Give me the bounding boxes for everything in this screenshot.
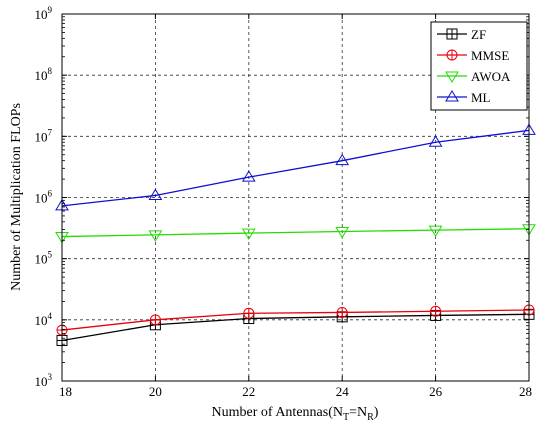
y-tick-label: 108 xyxy=(35,66,53,83)
data-point-mmse xyxy=(243,307,255,319)
marker-triangle xyxy=(148,230,163,242)
legend-item-mmse: MMSE xyxy=(437,48,509,63)
x-tick-label: 18 xyxy=(59,384,72,399)
legend-marker-ml xyxy=(445,90,459,102)
series-line-mmse xyxy=(61,309,530,331)
legend-label-awoa: AWOA xyxy=(471,69,511,84)
data-point-ml xyxy=(241,170,256,182)
marker-triangle xyxy=(428,135,443,147)
y-tick-label: 103 xyxy=(35,372,53,389)
legend-marker-zf xyxy=(446,28,458,40)
x-axis-label: Number of Antennas(NT=NR) xyxy=(212,405,379,423)
y-tick-label: 104 xyxy=(35,311,53,328)
x-tick-label: 22 xyxy=(242,384,255,399)
y-tick-label: 106 xyxy=(35,189,53,206)
marker-triangle xyxy=(241,170,256,182)
data-point-ml xyxy=(428,135,443,147)
x-tick-label: 28 xyxy=(519,384,532,399)
series-line-awoa xyxy=(61,228,530,238)
axis-ticks: 18 20 22 24 26 28 103 104 105 106 107 108 109 xyxy=(35,5,533,399)
y-axis-label: Number of Multiplication FLOPs xyxy=(9,103,24,291)
marker-triangle xyxy=(335,153,350,166)
legend-item-awoa: AWOA xyxy=(437,69,511,84)
x-tick-label: 20 xyxy=(149,384,162,399)
series-line-zf xyxy=(61,313,530,342)
data-point-mmse xyxy=(430,305,442,317)
x-tick-label: 26 xyxy=(429,384,443,399)
x-tick-label: 24 xyxy=(336,384,350,399)
data-point-awoa xyxy=(241,228,256,241)
y-tick-label: 109 xyxy=(35,5,53,22)
marker-triangle xyxy=(428,225,443,238)
data-point-awoa xyxy=(335,227,350,239)
y-tick-label: 105 xyxy=(35,250,53,267)
data-point-mmse xyxy=(149,314,161,326)
legend-label-ml: ML xyxy=(471,90,491,105)
marker-triangle xyxy=(335,227,350,239)
data-point-mmse xyxy=(336,306,348,318)
legend-item-zf: ZF xyxy=(437,27,486,42)
marker-triangle xyxy=(241,228,256,241)
data-point-awoa xyxy=(148,230,163,242)
legend-item-ml: ML xyxy=(437,90,491,105)
legend-marker-mmse xyxy=(446,49,458,61)
marker-triangle xyxy=(148,188,163,200)
y-tick-label: 107 xyxy=(35,127,53,144)
marker-triangle xyxy=(445,71,459,83)
legend-label-mmse: MMSE xyxy=(471,48,509,63)
legend-marker-awoa xyxy=(445,71,459,83)
data-point-ml xyxy=(335,153,350,166)
data-point-ml xyxy=(148,188,163,200)
data-point-awoa xyxy=(428,225,443,238)
marker-triangle xyxy=(445,90,459,102)
series-line-ml xyxy=(61,129,530,207)
legend: ZF MMSE AWOA ML xyxy=(430,21,528,111)
legend-label-zf: ZF xyxy=(471,27,486,42)
